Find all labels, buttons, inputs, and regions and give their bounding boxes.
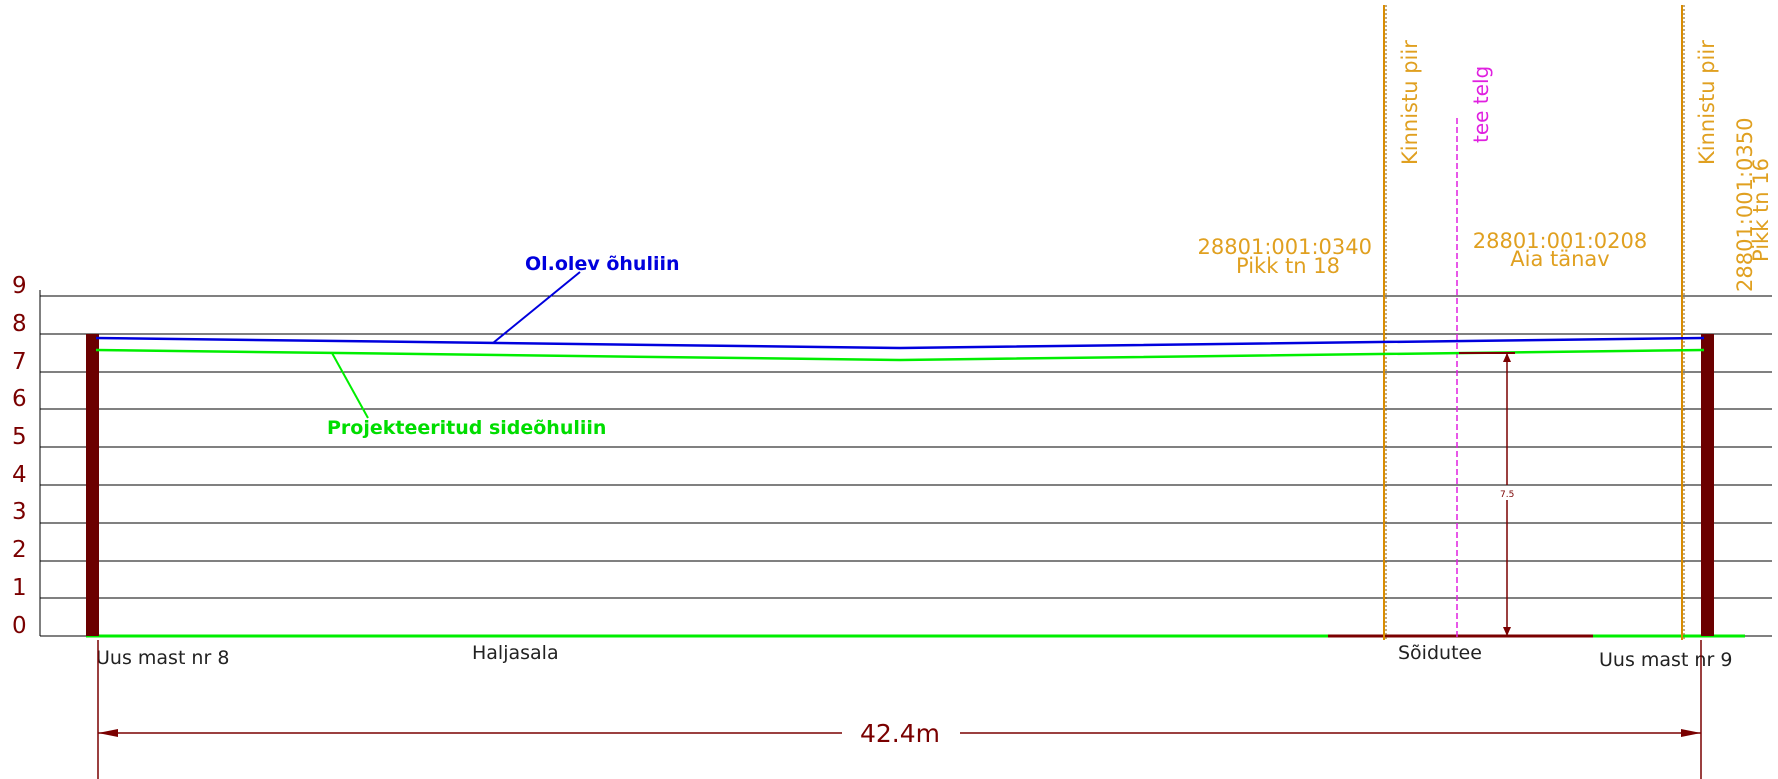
projected-overhead-line bbox=[95, 348, 1705, 362]
mast-8 bbox=[86, 334, 99, 636]
y-label-1: 1 bbox=[12, 575, 27, 601]
y-label-7: 7 bbox=[12, 349, 27, 375]
clearance-value: 7.5 bbox=[1500, 490, 1514, 500]
y-label-2: 2 bbox=[12, 537, 27, 563]
existing-line-label: Ol.olev õhuliin bbox=[525, 253, 680, 275]
mast-9 bbox=[1701, 334, 1714, 636]
grass-label: Haljasala bbox=[472, 642, 559, 664]
y-label-0: 0 bbox=[12, 613, 27, 639]
clearance-arrow-bottom bbox=[1503, 627, 1511, 636]
parcel-right-name: Pikk tn 16 bbox=[1749, 158, 1773, 262]
boundary-2-label: Kinnistu piir bbox=[1695, 40, 1719, 165]
parcel-middle-name: Aia tänav bbox=[1510, 247, 1609, 271]
parcel-left-id: 28801:001:0340 bbox=[1198, 235, 1372, 259]
y-label-4: 4 bbox=[12, 462, 27, 488]
parcel-middle-id: 28801:001:0208 bbox=[1473, 229, 1647, 253]
y-label-3: 3 bbox=[12, 499, 27, 525]
y-label-9: 9 bbox=[12, 273, 27, 299]
y-axis-labels: 0 1 2 3 4 5 6 7 8 9 bbox=[12, 273, 27, 639]
mast-9-label: Uus mast nr 9 bbox=[1599, 649, 1732, 671]
parcel-left-name: Pikk tn 18 bbox=[1236, 254, 1340, 278]
y-label-6: 6 bbox=[12, 386, 27, 412]
span-arrow-left bbox=[98, 729, 118, 737]
parcel-right-id: 28801:001:0350 bbox=[1733, 118, 1757, 292]
existing-overhead-line bbox=[95, 336, 1705, 350]
grid-lines bbox=[40, 295, 1772, 637]
y-label-5: 5 bbox=[12, 424, 27, 450]
boundary-1-label: Kinnistu piir bbox=[1398, 40, 1422, 165]
y-label-8: 8 bbox=[12, 311, 27, 337]
mast-8-label: Uus mast nr 8 bbox=[96, 647, 229, 669]
span-arrow-right bbox=[1681, 729, 1701, 737]
road-axis-label: tee telg bbox=[1469, 66, 1493, 143]
existing-line-leader bbox=[492, 271, 581, 344]
projected-line-label: Projekteeritud sideõhuliin bbox=[327, 417, 606, 439]
span-value: 42.4m bbox=[860, 719, 940, 748]
projected-line-leader bbox=[331, 352, 369, 419]
road-label: Sõidutee bbox=[1398, 642, 1482, 664]
clearance-arrow-top bbox=[1503, 353, 1511, 362]
